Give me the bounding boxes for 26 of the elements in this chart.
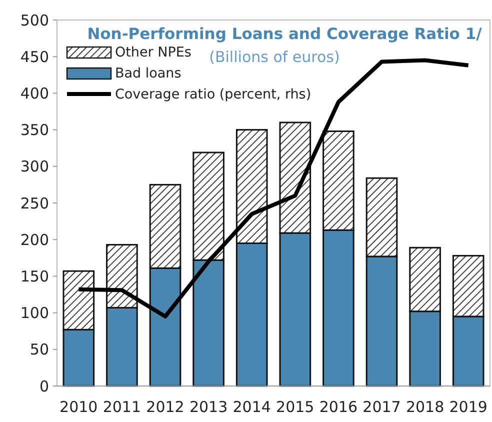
chart-title: Non-Performing Loans and Coverage Ratio 1/ bbox=[87, 25, 482, 43]
legend-label: Bad loans bbox=[115, 66, 182, 82]
x-tick-label: 2012 bbox=[146, 398, 184, 416]
y-tick-label: 200 bbox=[20, 230, 49, 249]
y-tick-label: 100 bbox=[20, 304, 49, 322]
y-tick-label: 350 bbox=[20, 121, 49, 140]
y-tick-label: 150 bbox=[20, 267, 49, 286]
x-tick-label: 2014 bbox=[232, 398, 271, 416]
legend-label: Other NPEs bbox=[115, 44, 192, 61]
y-tick-label: 450 bbox=[20, 48, 49, 66]
y-tick-label: 500 bbox=[20, 11, 49, 30]
legend-label: Coverage ratio (percent, rhs) bbox=[115, 86, 312, 103]
x-tick-label: 2010 bbox=[60, 398, 98, 416]
y-tick-label: 0 bbox=[39, 377, 49, 396]
x-tick-label: 2011 bbox=[102, 398, 142, 416]
x-tick-label: 2019 bbox=[449, 398, 488, 416]
x-tick-label: 2013 bbox=[189, 398, 228, 416]
y-tick-label: 250 bbox=[20, 194, 49, 212]
y-tick-label: 400 bbox=[20, 84, 49, 102]
x-tick-label: 2018 bbox=[406, 398, 444, 416]
x-tick-label: 2015 bbox=[276, 398, 314, 416]
x-tick-label: 2017 bbox=[362, 398, 401, 416]
x-tick-label: 2016 bbox=[319, 398, 358, 416]
text: (Billions of euros) bbox=[209, 48, 340, 66]
y-tick-label: 300 bbox=[20, 158, 49, 176]
y-tick-label: 50 bbox=[30, 340, 49, 359]
